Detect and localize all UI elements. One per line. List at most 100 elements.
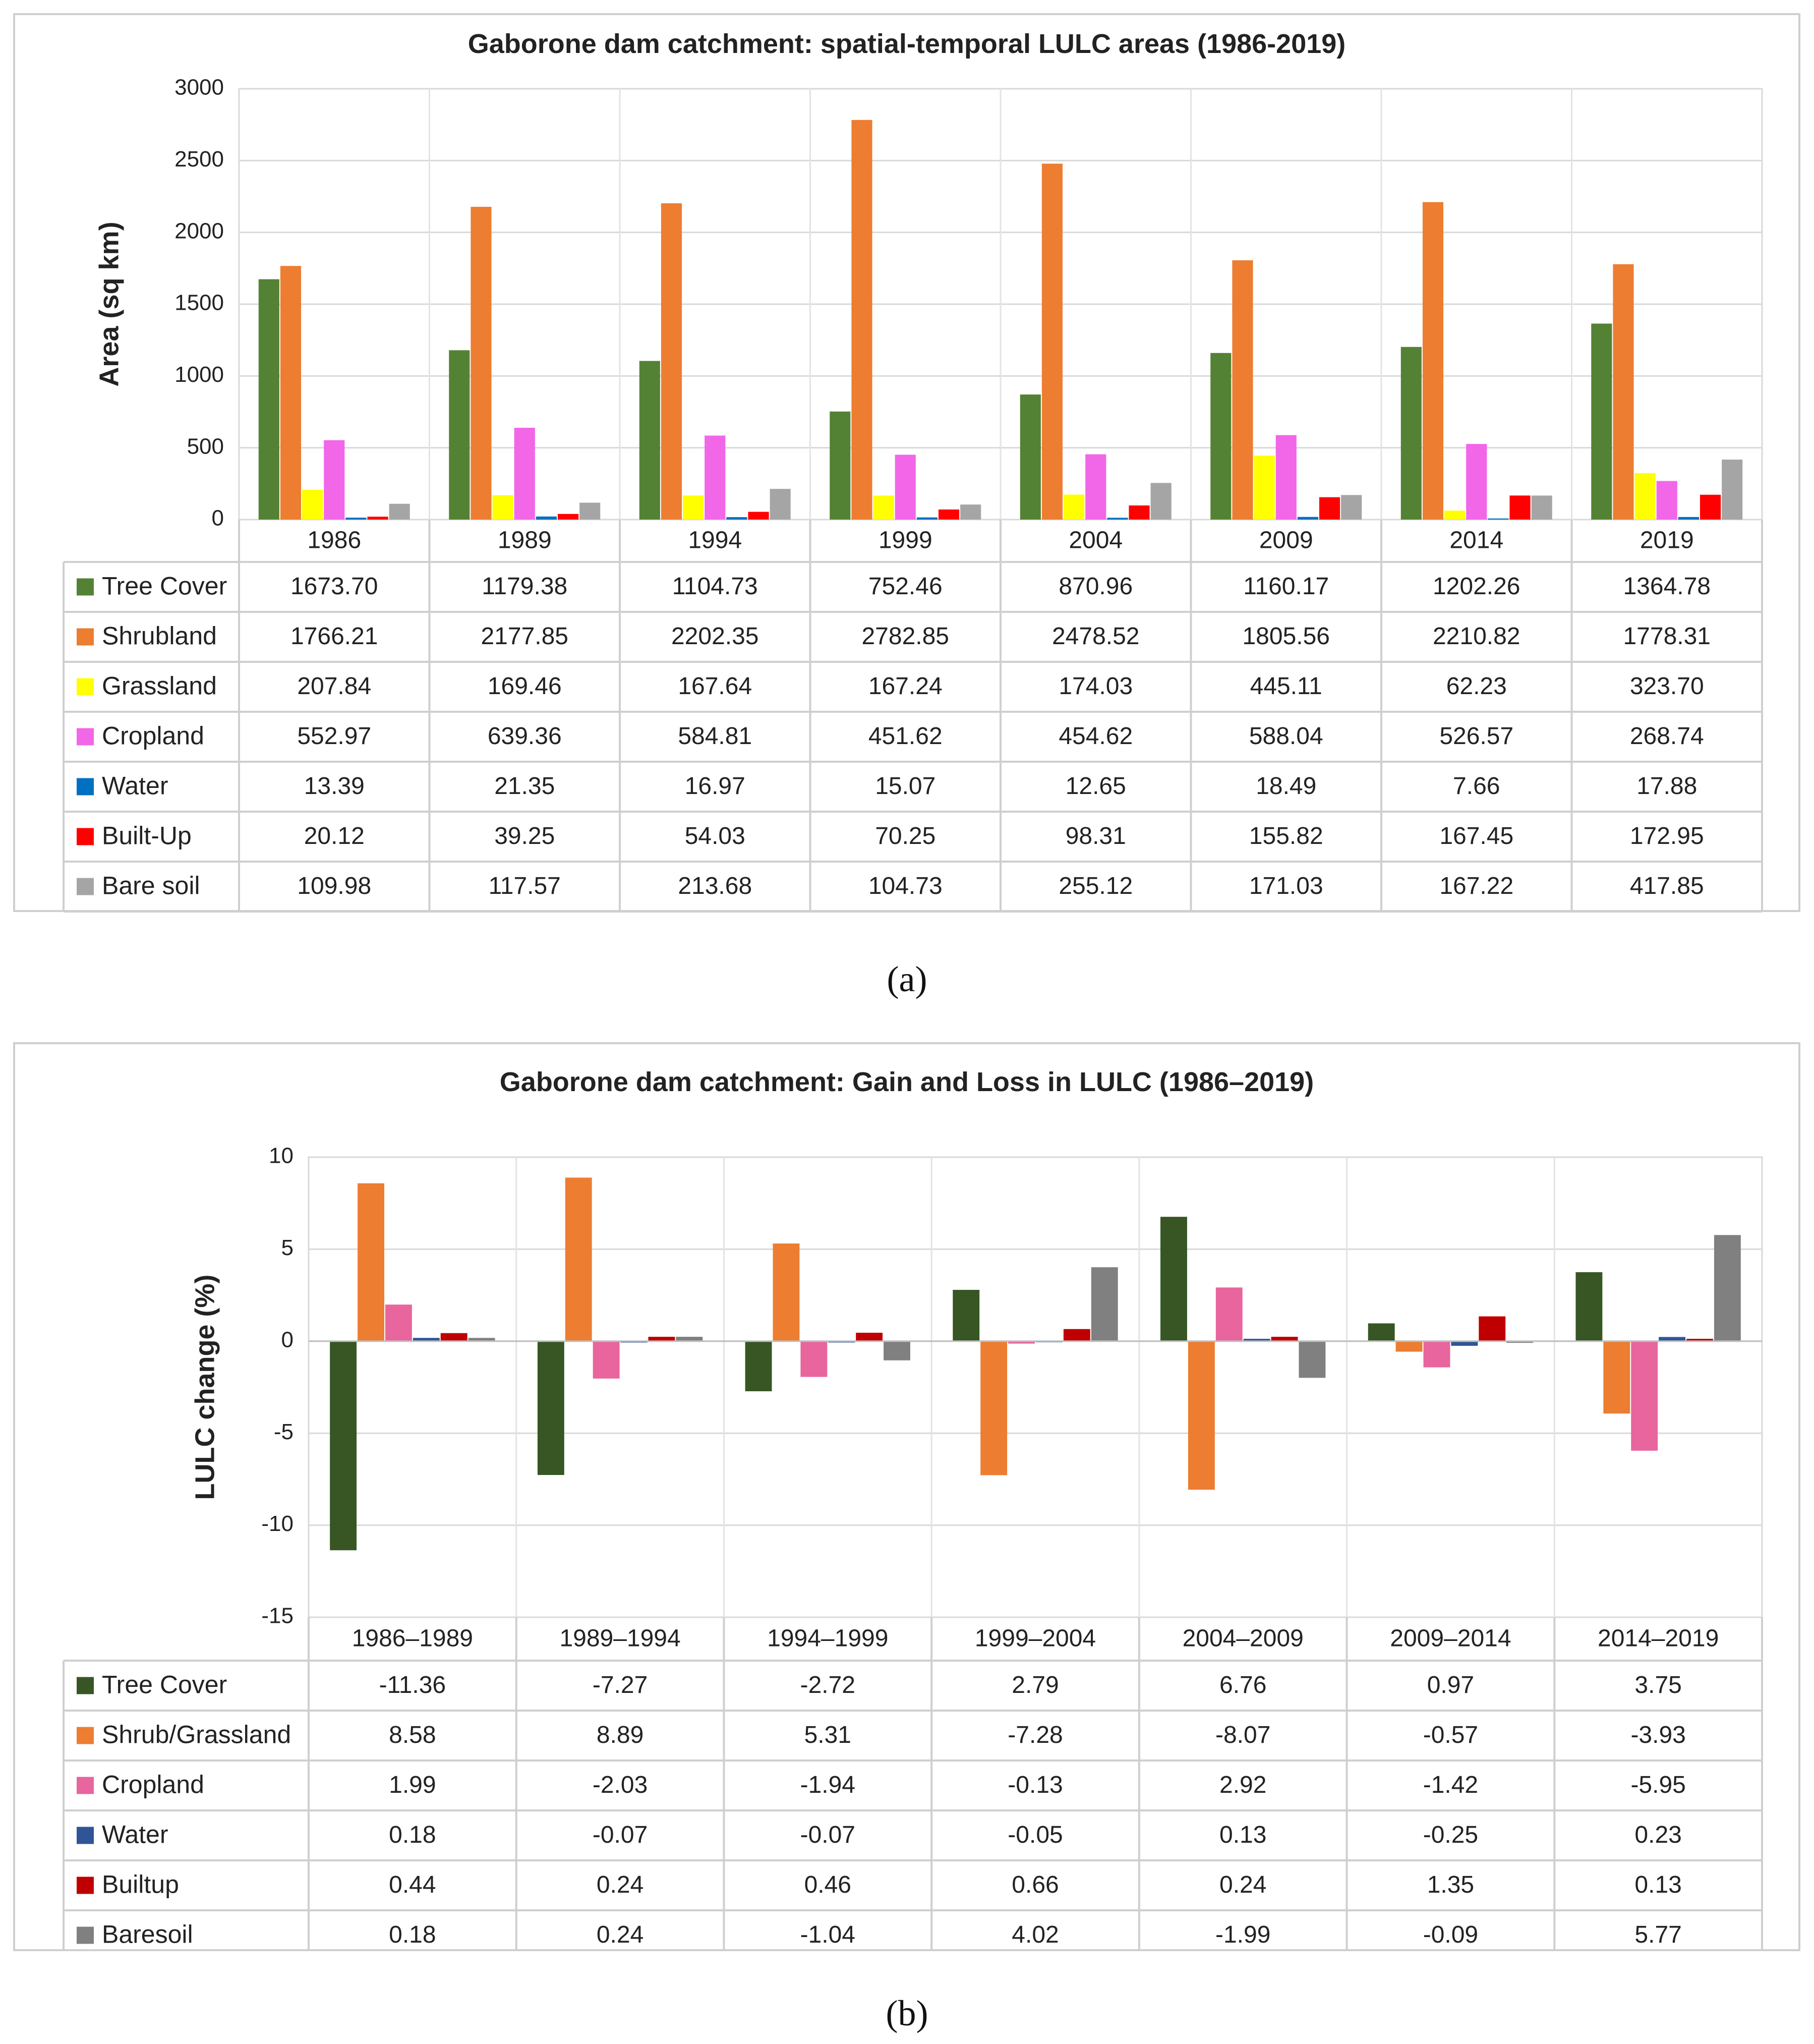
legend-label-baresoil: Baresoil: [102, 1920, 193, 1949]
legend-key-builtup: [77, 1877, 94, 1894]
bar-shrubland-2004: [1041, 163, 1063, 520]
table-cell: 0.13: [1634, 1871, 1681, 1898]
caption-a: (a): [887, 959, 927, 999]
bar-shrubland-1994: [661, 203, 682, 520]
table-cell: 213.68: [678, 873, 752, 899]
table-cell: 155.82: [1249, 823, 1323, 849]
table-cell: -0.05: [1008, 1822, 1063, 1848]
y-tick-label: 10: [269, 1144, 294, 1168]
table-cell: -11.36: [379, 1672, 446, 1698]
table-cell: 0.24: [597, 1921, 643, 1948]
bar-cropland-2019: [1656, 481, 1677, 520]
table-cell: 255.12: [1059, 873, 1133, 899]
bar-builtup-1994–1999: [856, 1333, 883, 1341]
table-cell: 8.58: [389, 1722, 436, 1748]
table-cell: 2.79: [1012, 1672, 1059, 1698]
bar-cropland-2009: [1275, 435, 1297, 520]
legend-key-tree-cover: [77, 578, 94, 596]
y-tick-label: 5: [281, 1235, 294, 1260]
bar-tree-cover-1986–1989: [330, 1341, 357, 1551]
x-category-label: 1989–1994: [559, 1625, 680, 1652]
bar-tree-cover-2004–2009: [1160, 1217, 1187, 1341]
legend-label-tree-cover: Tree Cover: [102, 572, 227, 600]
x-category-label: 1994: [688, 527, 742, 554]
table-cell: -0.57: [1423, 1722, 1478, 1748]
table-cell: 207.84: [297, 673, 371, 700]
bar-shrub-grassland-1989–1994: [565, 1177, 592, 1341]
table-cell: -7.27: [593, 1672, 648, 1698]
bar-grassland-1986: [302, 489, 323, 520]
table-cell: 17.88: [1636, 773, 1697, 800]
bar-builtup-1999–2004: [1063, 1329, 1090, 1341]
table-cell: 6.76: [1219, 1672, 1266, 1698]
table-cell: 2478.52: [1052, 623, 1140, 650]
table-cell: 1766.21: [290, 623, 378, 650]
bar-water-2009–2014: [1451, 1341, 1478, 1346]
legend-key-water: [77, 1827, 94, 1844]
bar-grassland-2014: [1444, 510, 1466, 520]
table-cell: 1.35: [1427, 1871, 1474, 1898]
bar-shrubland-2009: [1232, 260, 1253, 520]
bar-shrub-grassland-1994–1999: [773, 1243, 800, 1341]
table-cell: 1202.26: [1433, 573, 1520, 600]
table-cell: 117.57: [489, 873, 561, 899]
table-cell: 167.64: [678, 673, 752, 700]
bar-tree-cover-2014: [1400, 347, 1422, 520]
bar-built-up-2004: [1129, 505, 1150, 520]
legend-label-water: Water: [102, 772, 168, 800]
bar-grassland-1994: [683, 495, 704, 520]
table-cell: 62.23: [1446, 673, 1507, 700]
chart-b-title: Gaborone dam catchment: Gain and Loss in…: [499, 1067, 1314, 1097]
bar-grassland-1989: [492, 495, 513, 520]
bar-water-1986: [345, 518, 367, 520]
bar-baresoil-1986–1989: [468, 1338, 495, 1341]
bar-tree-cover-2014–2019: [1575, 1272, 1603, 1341]
table-cell: 417.85: [1630, 873, 1704, 899]
table-cell: 104.73: [868, 873, 943, 899]
bar-water-1994: [726, 517, 747, 520]
bar-shrubland-2014: [1422, 202, 1444, 520]
table-cell: -1.42: [1423, 1772, 1478, 1798]
bar-grassland-2004: [1064, 494, 1085, 520]
table-cell: 0.18: [389, 1822, 436, 1848]
y-tick-label: 3000: [174, 75, 224, 100]
table-cell: 268.74: [1630, 723, 1704, 750]
legend-key-baresoil: [77, 1926, 94, 1944]
chart-a-title: Gaborone dam catchment: spatial-temporal…: [467, 29, 1346, 59]
table-cell: 7.66: [1453, 773, 1500, 800]
bar-bare-soil-2009: [1341, 495, 1362, 520]
bar-bare-soil-2004: [1150, 483, 1172, 520]
table-cell: 0.97: [1427, 1672, 1474, 1698]
bar-tree-cover-1994: [639, 361, 660, 520]
bar-baresoil-2014–2019: [1714, 1235, 1741, 1341]
chart-panel-b: Gaborone dam catchment: Gain and Loss in…: [13, 1042, 1800, 1951]
bar-built-up-1994: [748, 512, 769, 520]
legend-label-builtup: Builtup: [102, 1870, 179, 1899]
table-cell: -5.95: [1630, 1772, 1685, 1798]
bar-baresoil-1999–2004: [1091, 1267, 1118, 1341]
bar-grassland-1999: [873, 495, 894, 520]
bar-bare-soil-2014: [1531, 495, 1552, 520]
bar-shrubland-2019: [1613, 264, 1634, 520]
table-cell: 2202.35: [671, 623, 759, 650]
bar-shrubland-1986: [280, 266, 302, 520]
y-tick-label: 2000: [174, 218, 224, 243]
table-cell: -1.04: [800, 1921, 855, 1948]
bar-water-1989: [536, 516, 557, 520]
table-cell: 21.35: [494, 773, 555, 800]
bar-cropland-2014: [1466, 444, 1487, 520]
y-tick-label: -5: [274, 1420, 294, 1444]
bar-water-2004: [1107, 518, 1128, 520]
table-cell: 171.03: [1249, 873, 1323, 899]
table-cell: 39.25: [494, 823, 555, 849]
table-cell: -2.72: [800, 1672, 855, 1698]
legend-key-cropland: [77, 1777, 94, 1794]
chart-panel-a: Gaborone dam catchment: spatial-temporal…: [13, 13, 1800, 913]
y-tick-label: -10: [261, 1511, 294, 1536]
table-cell: 2.92: [1219, 1772, 1266, 1798]
legend-key-shrub-grassland: [77, 1727, 94, 1744]
legend-label-shrub-grassland: Shrub/Grassland: [102, 1721, 291, 1749]
chart-b-svg: -15 -10 -5 0 5 10 LULC change (%) 1986–1989 1989…: [63, 1144, 1763, 1950]
bar-shrubland-1989: [471, 207, 492, 520]
bar-tree-cover-1994–1999: [745, 1341, 772, 1392]
